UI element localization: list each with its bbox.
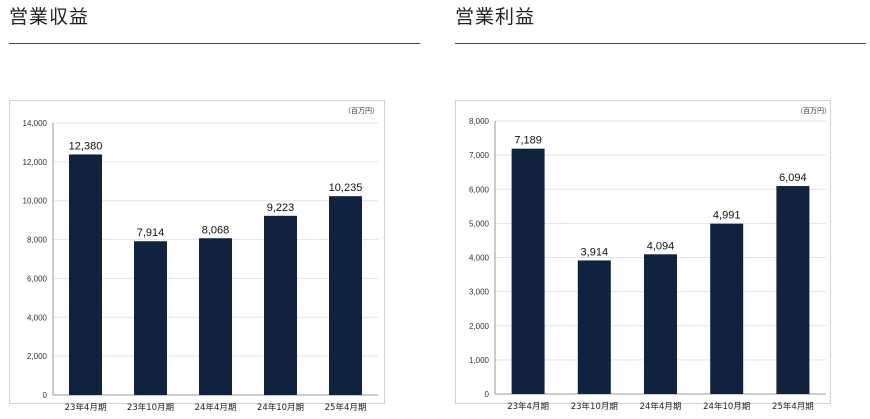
operating-profit-chart: （百万円） 0 1,000 2,000 3,000 4,000 5,000 6,000 7,00…	[455, 100, 831, 412]
bar	[577, 260, 611, 394]
y-tick-label: 5,000	[469, 219, 490, 228]
y-tick-label: 6,000	[469, 185, 490, 194]
bar	[710, 223, 744, 394]
bar-value-label: 7,189	[514, 135, 542, 147]
x-tick-label: 23年4月期	[65, 402, 107, 413]
y-tick-label: 12,000	[23, 158, 48, 167]
y-tick-label: 10,000	[23, 197, 48, 206]
x-tick-label: 24年4月期	[640, 401, 682, 412]
bar	[134, 241, 167, 395]
bar	[264, 215, 297, 395]
bar-value-label: 12,380	[69, 140, 103, 152]
bar	[329, 196, 362, 395]
title-divider	[9, 43, 420, 44]
y-tick-label: 1,000	[469, 356, 490, 365]
operating-revenue-chart: （百万円） 0 2,000 4,000 6,000 8,000 10,000 12,000 14…	[9, 100, 385, 413]
panel-title: 営業収益	[9, 6, 90, 28]
chart-frame	[9, 100, 385, 404]
bar-value-label: 4,094	[647, 240, 675, 252]
panel-title: 営業利益	[455, 6, 536, 28]
y-tick-label: 3,000	[469, 288, 490, 297]
x-tick-label: 24年10月期	[703, 401, 750, 412]
y-tick-label: 2,000	[27, 352, 48, 361]
bar-value-label: 10,235	[329, 182, 363, 194]
y-tick-label: 4,000	[27, 313, 48, 322]
operating-revenue-panel: 営業収益 （百万円） 0 2,000 4,000 6,000 8,000 10,000 12,…	[9, 0, 420, 419]
unit-label: （百万円）	[796, 107, 831, 115]
y-tick-label: 8,000	[27, 236, 48, 245]
x-tick-label: 25年4月期	[772, 401, 814, 412]
bar	[776, 186, 810, 394]
y-tick-label: 8,000	[469, 117, 490, 126]
y-tick-label: 6,000	[27, 274, 48, 283]
bar	[511, 148, 545, 394]
y-tick-label: 0	[485, 390, 490, 399]
title-divider	[455, 43, 866, 44]
bar	[199, 238, 232, 395]
x-tick-label: 23年10月期	[571, 401, 618, 412]
bar-value-label: 4,991	[713, 210, 741, 222]
x-tick-label: 23年4月期	[507, 401, 549, 412]
x-tick-label: 24年10月期	[257, 402, 304, 413]
bar-value-label: 9,223	[267, 202, 295, 214]
unit-label: （百万円）	[344, 107, 379, 115]
chart-frame	[455, 100, 831, 404]
x-tick-label: 24年4月期	[195, 402, 237, 413]
y-tick-label: 4,000	[469, 254, 490, 263]
bar-value-label: 3,914	[581, 246, 609, 258]
x-tick-label: 25年4月期	[325, 402, 367, 413]
y-tick-label: 2,000	[469, 322, 490, 331]
bar-value-label: 8,068	[202, 224, 230, 236]
bar	[69, 154, 102, 395]
bar-value-label: 7,914	[137, 227, 165, 239]
bar-value-label: 6,094	[779, 172, 807, 184]
y-tick-label: 7,000	[469, 151, 490, 160]
x-tick-label: 23年10月期	[127, 402, 174, 413]
bar	[644, 254, 677, 394]
y-tick-label: 0	[43, 391, 48, 400]
operating-profit-panel: 営業利益 （百万円） 0 1,000 2,000 3,000 4,000 5,000 6,00…	[455, 0, 866, 419]
y-tick-label: 14,000	[23, 119, 48, 128]
